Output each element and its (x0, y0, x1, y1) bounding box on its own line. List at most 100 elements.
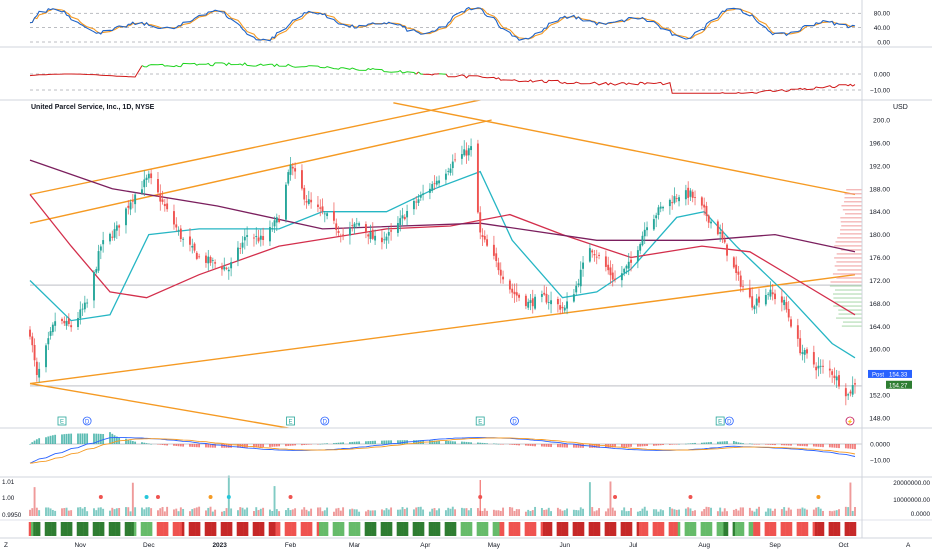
candle-body (260, 236, 262, 240)
trend-strip-cell (100, 522, 103, 536)
trend-strip-cell (150, 522, 153, 536)
candle-body (388, 232, 390, 236)
trend-strip-cell (36, 522, 39, 536)
volume-bar (292, 509, 294, 516)
corner-label-left: Z (4, 542, 8, 549)
candle-body (799, 338, 801, 353)
candle-body (226, 268, 228, 269)
candle-body (468, 148, 470, 155)
candle-body (461, 154, 463, 159)
macd-histogram-bar (788, 444, 790, 446)
volume-bar (84, 507, 86, 516)
trend-strip-cell (673, 522, 676, 536)
trend-strip-cell (52, 522, 55, 536)
volume-bar (514, 511, 516, 516)
macd-histogram-bar (660, 444, 662, 445)
volume-bar (294, 508, 296, 516)
candle-body (740, 276, 742, 287)
volume-bar (463, 508, 465, 516)
macd-histogram-bar (77, 434, 79, 444)
macd-histogram-bar (500, 444, 502, 445)
trend-strip-cell (161, 522, 164, 536)
volume-bar (591, 507, 593, 516)
candle-body (438, 180, 440, 183)
volume-bar (669, 507, 671, 516)
macd-histogram-bar (276, 444, 278, 446)
volume-bar (36, 508, 38, 516)
macd-histogram-bar (468, 442, 470, 444)
candle-body (484, 236, 486, 240)
volume-bar (242, 508, 244, 516)
candle-body (173, 211, 175, 224)
trend-strip-cell (675, 522, 678, 536)
macd-histogram-bar (68, 434, 70, 444)
trend-strip-cell (833, 522, 836, 536)
price-tick-label: 164.00 (869, 324, 890, 331)
trend-strip-cell (255, 522, 258, 536)
candle-body (498, 263, 500, 271)
trend-strip-cell (559, 522, 562, 536)
volume-bar (530, 511, 532, 516)
trend-strip-cell (399, 522, 402, 536)
trend-strip-cell (835, 522, 838, 536)
macd-histogram-bar (770, 444, 772, 445)
macd-histogram-bar (482, 443, 484, 444)
volume-bar (724, 508, 726, 516)
time-axis-label: 2023 (212, 542, 227, 549)
volume-bar (623, 507, 625, 516)
trend-strip-cell (749, 522, 752, 536)
trend-strip-cell (228, 522, 231, 536)
candle-body (77, 318, 79, 327)
trend-strip-cell (703, 522, 706, 536)
candle-body (530, 300, 532, 303)
trend-strip-cell (145, 522, 148, 536)
trend-strip-cell (719, 522, 722, 536)
candle-body (500, 270, 502, 276)
candle-body (191, 246, 193, 248)
candle-body (246, 235, 248, 237)
trend-strip-cell (29, 522, 32, 536)
candle-body (228, 270, 230, 271)
macd-histogram-bar (790, 444, 792, 446)
dividend-marker-label: D (323, 420, 328, 426)
volume-bar (486, 511, 488, 516)
macd-histogram-bar (191, 444, 193, 447)
candle-body (413, 201, 415, 209)
volume-profile-row (840, 229, 862, 230)
trend-strip-cell (143, 522, 146, 536)
trend-strip-cell (157, 522, 160, 536)
macd-histogram-bar (324, 444, 326, 445)
trend-strip-cell (723, 522, 726, 536)
volume-bar (589, 482, 591, 516)
candle-body (817, 366, 819, 369)
volume-bar (767, 508, 769, 516)
candle-body (351, 225, 353, 226)
macd-tick-label: 0.0000 (870, 442, 890, 449)
trend-strip-cell (86, 522, 89, 536)
volume-bar (388, 510, 390, 516)
macd-histogram-bar (306, 444, 308, 445)
trend-strip-cell (47, 522, 50, 536)
candle-body (701, 197, 703, 205)
volume-bar (573, 510, 575, 516)
corner-label-right: A (906, 542, 911, 549)
candle-body (157, 179, 159, 192)
macd-histogram-bar (674, 444, 676, 445)
macd-histogram-bar (534, 444, 536, 446)
volume-bar (854, 507, 856, 516)
volume-profile-row (840, 233, 862, 234)
trend-strip-cell (38, 522, 41, 536)
volume-bar (157, 510, 159, 516)
volume-bar (493, 510, 495, 516)
trend-strip-cell (564, 522, 567, 536)
volume-bar (516, 509, 518, 516)
volume-bar (34, 487, 36, 516)
volume-bar (356, 509, 358, 516)
volume-profile-row (841, 205, 862, 206)
trend-strip-cell (447, 522, 450, 536)
volume-bar (836, 510, 838, 516)
volume-bar (374, 510, 376, 516)
macd-histogram-bar (818, 444, 820, 447)
macd-histogram-bar (751, 444, 753, 445)
